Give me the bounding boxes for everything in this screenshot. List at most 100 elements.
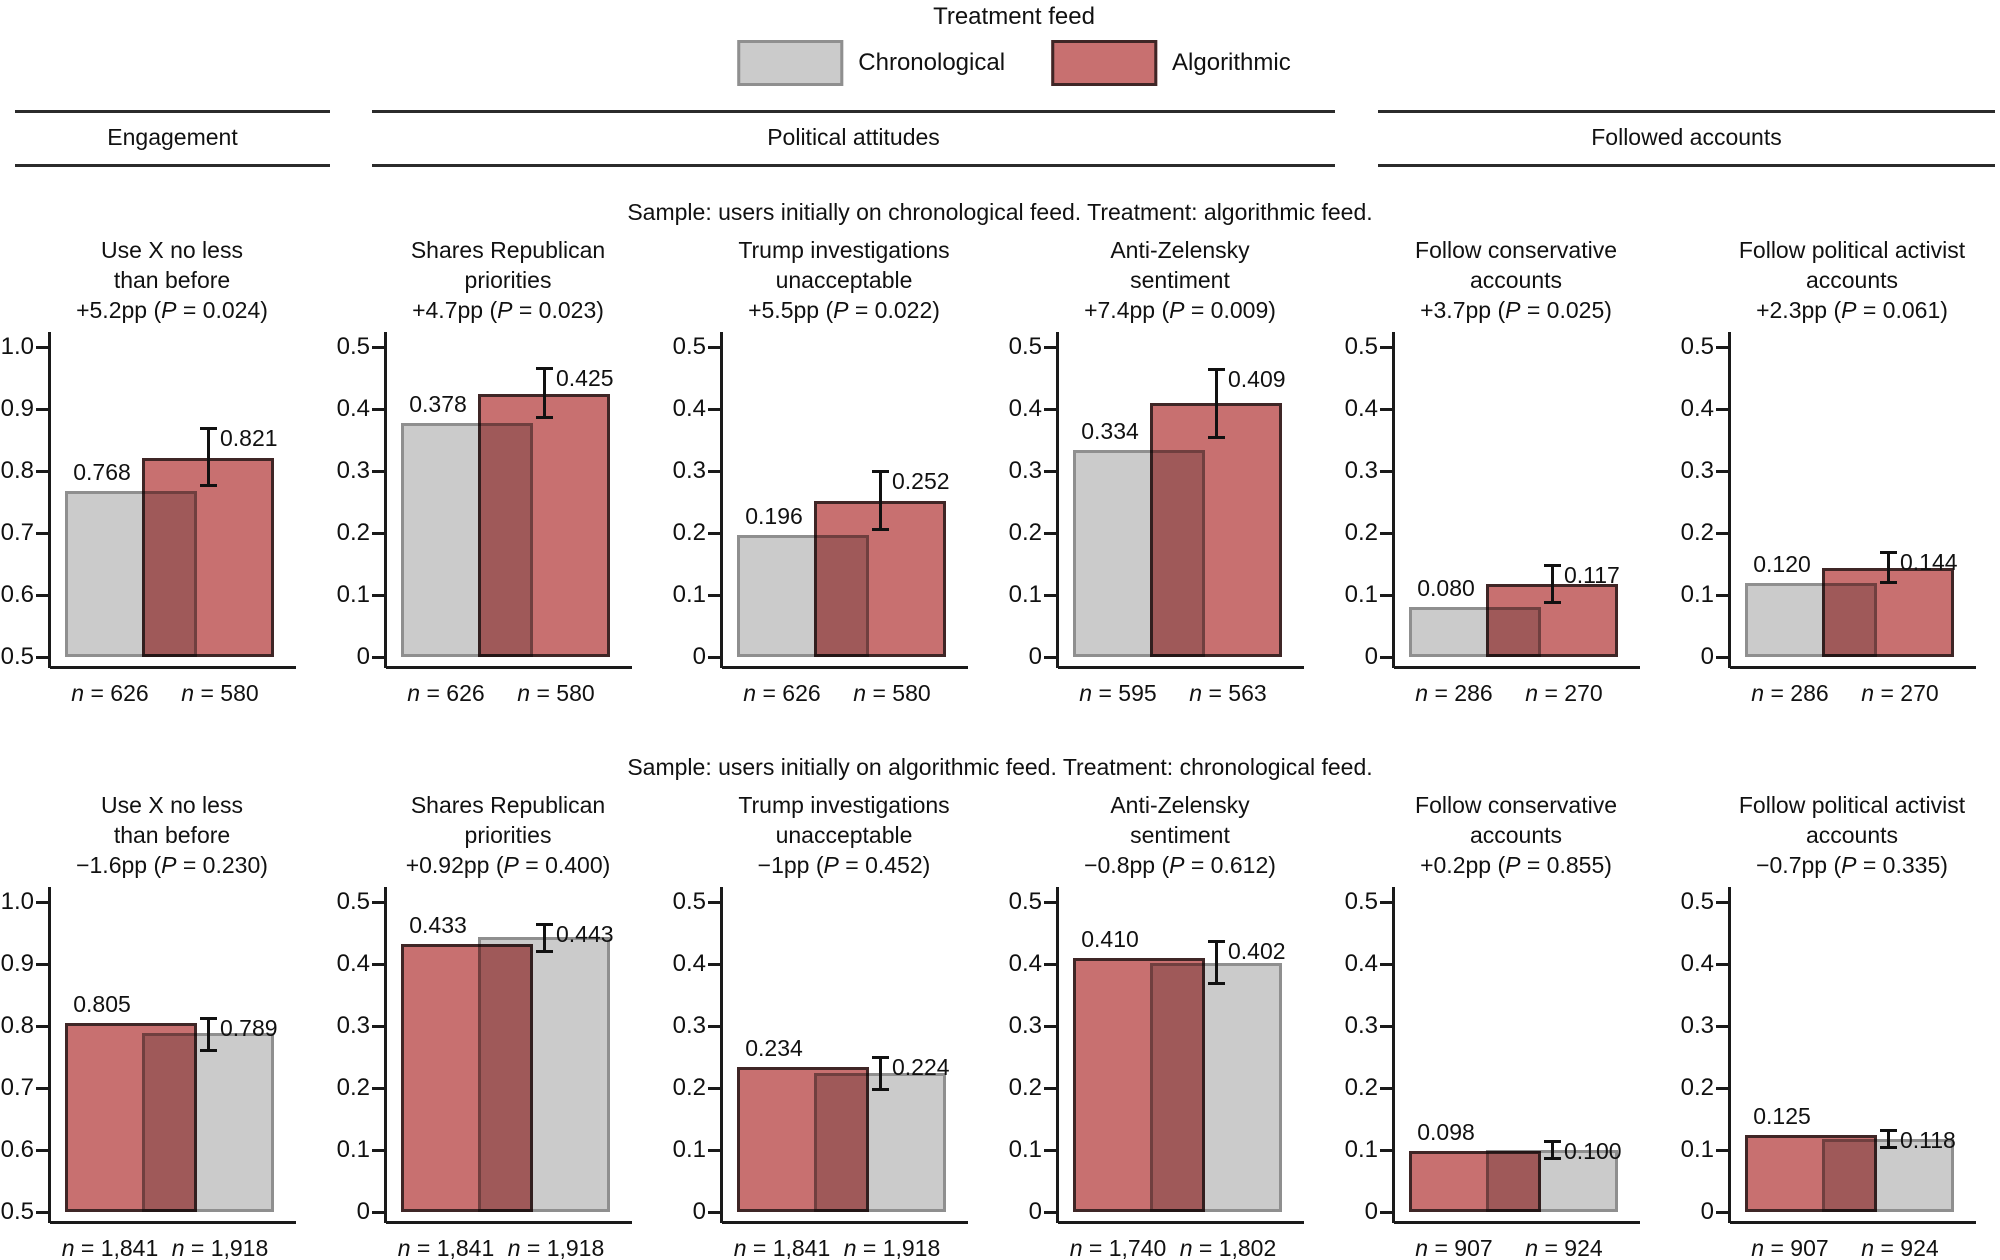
value-label: 0.789 xyxy=(220,1014,278,1041)
y-axis xyxy=(1392,887,1395,1223)
y-tick xyxy=(372,963,384,966)
y-tick xyxy=(708,532,720,535)
n-label: n = 580 xyxy=(181,680,259,706)
y-tick-label: 0.1 xyxy=(1680,581,1714,608)
y-tick xyxy=(708,470,720,473)
legend-label-chronological: Chronological xyxy=(858,49,1006,76)
value-label: 0.144 xyxy=(1900,548,1958,575)
y-tick-label: 0.4 xyxy=(1344,395,1378,422)
panel-title: Follow conservative accounts +3.7pp (P = 0… xyxy=(1415,237,1617,323)
y-tick-label: 0.3 xyxy=(1680,1012,1714,1039)
y-axis xyxy=(1728,332,1731,668)
y-axis xyxy=(1728,887,1731,1223)
n-label: n = 924 xyxy=(1525,1235,1603,1260)
error-cap-bottom xyxy=(872,1087,889,1091)
y-tick xyxy=(1044,408,1056,411)
n-label: n = 270 xyxy=(1861,680,1939,706)
value-label: 0.402 xyxy=(1228,938,1286,965)
panel-title: Trump investigations unacceptable −1pp (P … xyxy=(738,792,950,878)
y-tick xyxy=(708,963,720,966)
y-tick-label: 0.5 xyxy=(672,333,706,360)
y-tick xyxy=(1716,470,1728,473)
y-tick-label: 0 xyxy=(1364,1198,1378,1225)
n-label: n = 1,841 xyxy=(397,1235,495,1260)
y-tick-label: 0.2 xyxy=(1008,519,1042,546)
value-label: 0.100 xyxy=(1564,1137,1622,1164)
y-tick xyxy=(1380,408,1392,411)
y-tick-label: 0 xyxy=(692,643,706,670)
y-tick-label: 0.1 xyxy=(1008,1136,1042,1163)
n-label: n = 580 xyxy=(853,680,931,706)
y-tick xyxy=(1044,1025,1056,1028)
section-label: Followed accounts xyxy=(1591,124,1782,150)
x-axis xyxy=(1394,666,1640,669)
y-tick xyxy=(1716,346,1728,349)
y-tick-label: 0 xyxy=(356,1198,370,1225)
y-tick xyxy=(1380,1211,1392,1214)
y-tick xyxy=(1716,532,1728,535)
y-tick xyxy=(372,346,384,349)
error-cap-top xyxy=(1880,1129,1897,1133)
y-tick-label: 0 xyxy=(1028,643,1042,670)
y-tick-label: 0.4 xyxy=(336,950,370,977)
row-caption-2: Sample: users initially on algorithmic f… xyxy=(627,754,1373,780)
n-label: n = 286 xyxy=(1415,680,1493,706)
bar-chronological xyxy=(814,1073,946,1212)
y-tick xyxy=(1380,1025,1392,1028)
error-cap-top xyxy=(1544,1139,1561,1143)
section-label: Engagement xyxy=(107,124,238,150)
n-label: n = 1,841 xyxy=(61,1235,159,1260)
panel-title: Anti-Zelensky sentiment +7.4pp (P = 0.009) xyxy=(1084,237,1276,323)
y-tick-label: 0.3 xyxy=(336,1012,370,1039)
y-tick-label: 0.2 xyxy=(336,1074,370,1101)
y-tick-label: 0 xyxy=(1700,643,1714,670)
y-tick-label: 0.3 xyxy=(1008,1012,1042,1039)
y-tick-label: 0.1 xyxy=(672,581,706,608)
y-tick xyxy=(1380,346,1392,349)
y-tick-label: 0 xyxy=(1700,1198,1714,1225)
y-tick-label: 0.6 xyxy=(0,581,34,608)
error-cap-bottom xyxy=(1880,580,1897,584)
y-tick-label: 0 xyxy=(356,643,370,670)
error-bar xyxy=(206,428,210,486)
y-tick-label: 0.5 xyxy=(672,888,706,915)
panel-title: Follow conservative accounts +0.2pp (P = 0… xyxy=(1415,792,1617,878)
y-tick-label: 0.4 xyxy=(1008,950,1042,977)
y-tick-label: 0.2 xyxy=(1008,1074,1042,1101)
y-tick xyxy=(1380,1087,1392,1090)
y-tick-label: 0.1 xyxy=(1344,1136,1378,1163)
error-cap-top xyxy=(1208,368,1225,372)
y-tick-label: 0.3 xyxy=(1008,457,1042,484)
panel-title: Shares Republican priorities +0.92pp (P = … xyxy=(405,792,611,878)
y-tick xyxy=(36,346,48,349)
n-label: n = 595 xyxy=(1079,680,1157,706)
y-tick xyxy=(1716,1149,1728,1152)
y-tick-label: 0.5 xyxy=(1008,333,1042,360)
value-label: 0.378 xyxy=(409,390,467,417)
y-tick xyxy=(1380,470,1392,473)
x-axis xyxy=(386,666,632,669)
y-tick-label: 0.9 xyxy=(0,395,34,422)
n-label: n = 1,802 xyxy=(1179,1235,1277,1260)
y-tick xyxy=(36,656,48,659)
y-tick xyxy=(708,656,720,659)
y-tick xyxy=(1380,901,1392,904)
value-label: 0.425 xyxy=(556,365,614,392)
y-tick xyxy=(1044,470,1056,473)
y-tick-label: 0.1 xyxy=(1680,1136,1714,1163)
y-tick-label: 0.5 xyxy=(1680,333,1714,360)
error-cap-top xyxy=(536,922,553,926)
error-cap-bottom xyxy=(536,415,553,419)
n-label: n = 1,740 xyxy=(1069,1235,1167,1260)
y-tick xyxy=(1044,1211,1056,1214)
y-tick xyxy=(1716,656,1728,659)
error-cap-top xyxy=(200,427,217,431)
panel-title: Trump investigations unacceptable +5.5pp (… xyxy=(738,237,950,323)
y-tick xyxy=(1716,1025,1728,1028)
error-cap-bottom xyxy=(536,949,553,953)
x-axis xyxy=(1058,1221,1304,1224)
error-bar xyxy=(1550,1140,1554,1160)
y-axis xyxy=(720,332,723,668)
y-tick-label: 0.1 xyxy=(336,1136,370,1163)
y-tick xyxy=(1380,656,1392,659)
